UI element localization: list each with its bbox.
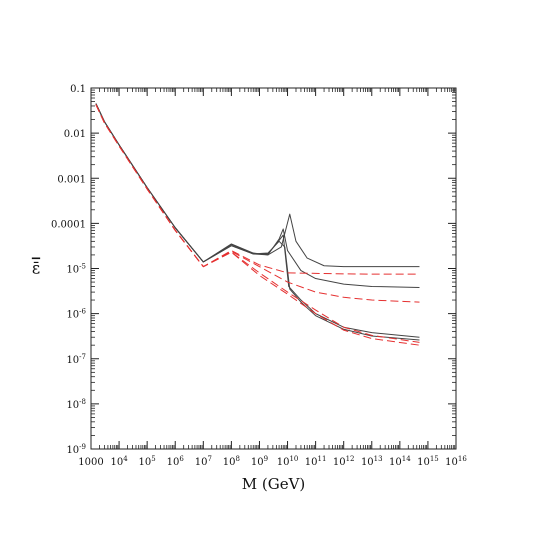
x-tick-label: 1013	[361, 455, 383, 468]
y-tick-labels: 0.1 0.01 0.001 0.0001 10-5 10-6 10-7 10-8 10-9	[51, 84, 87, 456]
y-tick-label: 0.01	[64, 129, 86, 140]
plot-frame	[90, 87, 457, 450]
x-tick-label: 106	[167, 455, 185, 468]
series-line-7	[95, 104, 420, 343]
y-tick-label: 10-9	[66, 443, 86, 456]
y-tick-label: 0.1	[70, 84, 86, 95]
x-tick-label: 1014	[389, 455, 411, 468]
series-line-5	[95, 104, 420, 275]
x-tick-label: 105	[139, 455, 156, 468]
x-tick-label: 104	[110, 455, 128, 468]
y-tick-label: 0.0001	[51, 219, 86, 230]
x-minor-ticks	[99, 88, 456, 449]
y-tick-label: 10-6	[66, 308, 86, 321]
y-tick-label: 10-5	[66, 263, 86, 276]
x-tick-label: 1011	[305, 455, 327, 468]
x-tick-label: 1000	[78, 457, 103, 468]
x-axis-label: M (GeV)	[242, 475, 306, 493]
series-line-1	[95, 103, 420, 268]
series-line-4	[95, 103, 420, 341]
series-line-2	[95, 103, 420, 288]
y-tick-label: 10-7	[66, 353, 86, 366]
x-tick-label: 1010	[277, 455, 299, 468]
x-tick-labels: 1000 104 105 106 107 108 109 1010 1011 1012 1013 10…	[78, 455, 467, 468]
x-tick-label: 1015	[417, 455, 439, 468]
x-tick-label: 107	[195, 455, 212, 468]
x-tick-label: 1012	[333, 455, 355, 468]
y-tick-label: 0.001	[57, 174, 86, 185]
y-minor-ticks	[91, 89, 456, 436]
series-line-8	[95, 104, 420, 346]
series-layer	[95, 103, 420, 346]
series-line-3	[95, 103, 420, 338]
x-tick-label: 109	[251, 455, 268, 468]
y-axis-label: ε̄	[32, 259, 40, 278]
y-major-ticks	[91, 87, 456, 450]
x-tick-label: 108	[223, 455, 240, 468]
series-line-6	[95, 104, 420, 303]
x-tick-label: 1016	[445, 455, 467, 468]
x-major-ticks	[90, 88, 457, 449]
y-tick-label: 10-8	[66, 398, 86, 411]
